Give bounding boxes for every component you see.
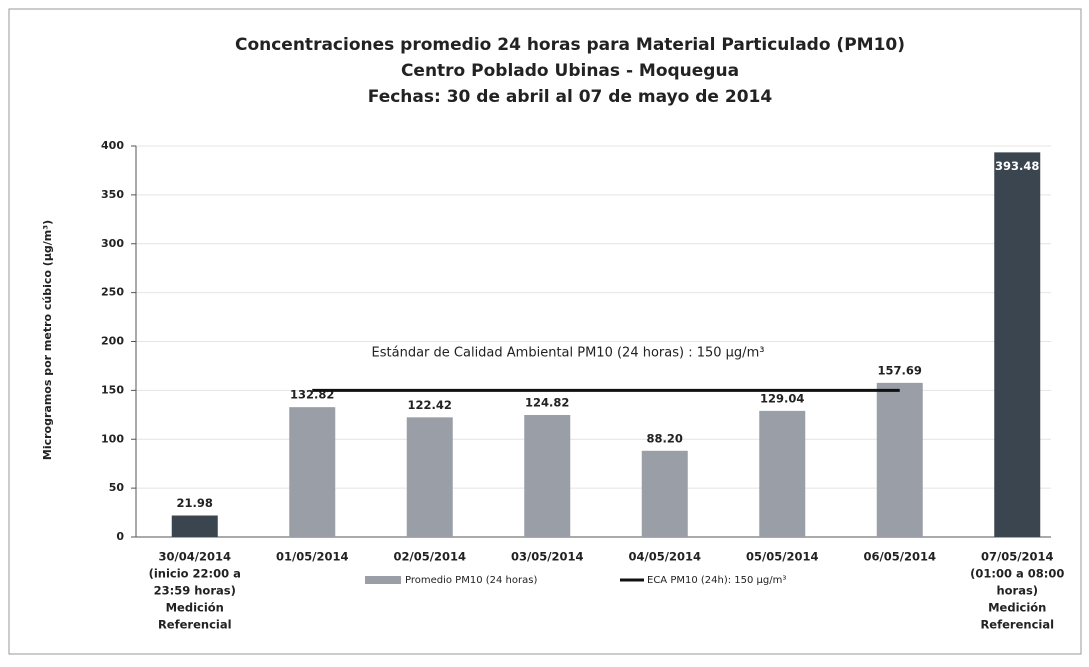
- data-label: 122.42: [408, 398, 452, 412]
- x-tick-label: Referencial: [980, 618, 1054, 632]
- y-tick-label: 250: [101, 286, 124, 299]
- bar: [289, 407, 336, 537]
- bar: [171, 515, 218, 537]
- y-tick-label: 0: [116, 530, 124, 543]
- x-tick-label: Medición: [988, 601, 1046, 615]
- annotation: Estándar de Calidad Ambiental PM10 (24 h…: [372, 346, 765, 361]
- data-label: 21.98: [177, 496, 213, 510]
- x-tick-label: (inicio 22:00 a: [149, 567, 241, 581]
- y-tick-label: 400: [101, 139, 124, 152]
- bar: [641, 450, 688, 537]
- y-tick-label: 300: [101, 237, 124, 250]
- y-tick-label: 150: [101, 383, 124, 396]
- legend-label: Promedio PM10 (24 horas): [405, 575, 537, 586]
- x-tick-label: 06/05/2014: [864, 550, 936, 564]
- y-tick-label: 200: [101, 335, 124, 348]
- bar: [524, 414, 571, 537]
- data-label: 393.48: [995, 159, 1039, 173]
- x-tick-label: 01/05/2014: [276, 550, 348, 564]
- legend-swatch: [365, 576, 401, 584]
- legend-label: ECA PM10 (24h): 150 µg/m³: [647, 575, 786, 586]
- x-tick-label: 23:59 horas): [154, 584, 236, 598]
- y-axis-label: Microgramos por metro cúbico (µg/m³): [41, 220, 54, 460]
- x-tick-label: (01:00 a 08:00: [970, 567, 1064, 581]
- bar: [406, 417, 453, 537]
- y-tick-label: 350: [101, 188, 124, 201]
- x-tick-label: 02/05/2014: [394, 550, 466, 564]
- x-tick-label: 07/05/2014: [981, 550, 1053, 564]
- x-tick-label: Referencial: [158, 618, 232, 632]
- chart-title: Fechas: 30 de abril al 07 de mayo de 201…: [368, 87, 773, 107]
- y-tick-label: 100: [101, 432, 124, 445]
- data-label: 124.82: [525, 395, 569, 409]
- frame: [8, 8, 1082, 655]
- chart-title: Concentraciones promedio 24 horas para M…: [235, 35, 905, 55]
- chart-title: Centro Poblado Ubinas - Moquegua: [401, 61, 739, 81]
- bar: [876, 382, 923, 537]
- bar: [759, 410, 806, 537]
- x-tick-label: horas): [996, 584, 1038, 598]
- x-tick-label: 30/04/2014: [159, 550, 231, 564]
- x-tick-label: 04/05/2014: [629, 550, 701, 564]
- data-label: 129.04: [760, 391, 804, 405]
- x-tick-label: Medición: [166, 601, 224, 615]
- x-tick-label: 05/05/2014: [746, 550, 818, 564]
- x-tick-label: 03/05/2014: [511, 550, 583, 564]
- bar: [994, 152, 1041, 538]
- data-label: 157.69: [878, 363, 922, 377]
- y-tick-label: 50: [109, 481, 125, 494]
- data-label: 88.20: [647, 431, 683, 445]
